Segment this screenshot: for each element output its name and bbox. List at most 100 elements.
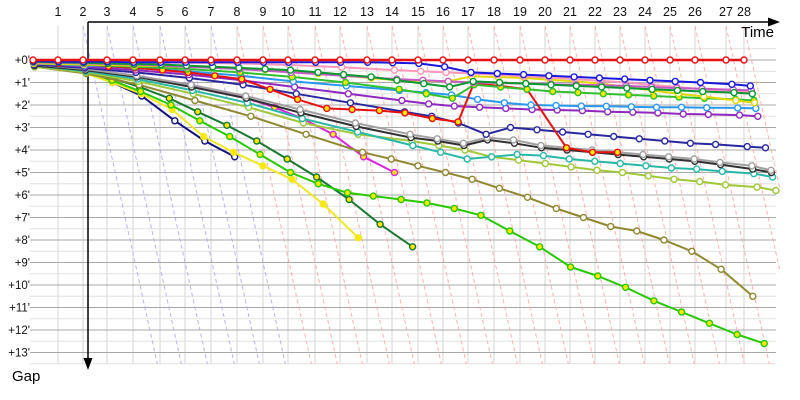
data-point-red-chaser xyxy=(237,75,246,83)
data-point-green xyxy=(648,85,656,94)
data-point-gray xyxy=(187,81,195,89)
data-point-green-2 xyxy=(422,90,430,98)
data-point-bright-green xyxy=(343,189,352,197)
data-point-yellow xyxy=(732,96,740,105)
data-point-yellow-green xyxy=(696,177,704,186)
series-line-teal xyxy=(34,64,773,178)
data-point-dodger-blue xyxy=(703,103,711,112)
data-point-navy xyxy=(506,123,515,132)
y-tick-label: +13' xyxy=(8,348,30,360)
data-point-purple xyxy=(679,110,687,118)
data-point-bright-green xyxy=(423,199,431,207)
series-line-black xyxy=(34,64,772,174)
data-point-teal xyxy=(513,150,521,159)
data-point-blue xyxy=(519,70,528,79)
data-point-bright-green xyxy=(256,150,264,159)
x-tick-label: 21 xyxy=(563,5,577,19)
data-point-navy xyxy=(635,135,643,143)
x-tick-label: 25 xyxy=(663,5,677,19)
data-point-teal xyxy=(436,148,445,157)
data-point-olive xyxy=(358,148,367,157)
data-point-yellow-green xyxy=(593,166,601,175)
series-olive xyxy=(30,63,757,300)
data-point-bright-green xyxy=(621,283,630,291)
data-point-navy xyxy=(584,130,592,139)
data-point-green xyxy=(469,77,477,86)
y-tick-label: +0' xyxy=(15,55,30,67)
data-point-darkgreen-dnf xyxy=(193,108,202,116)
data-point-red-leader xyxy=(414,56,422,64)
data-point-blue xyxy=(545,72,553,80)
data-point-green xyxy=(730,88,738,97)
data-point-purple xyxy=(398,96,406,105)
series-line-navy xyxy=(34,63,766,149)
data-point-bright-green xyxy=(506,227,514,235)
data-point-darkgreen-dnf xyxy=(165,94,174,103)
data-point-gray xyxy=(242,92,250,100)
data-point-olive xyxy=(191,96,199,105)
data-point-purple xyxy=(754,112,762,121)
data-point-red-leader xyxy=(691,56,699,64)
data-point-green xyxy=(623,84,631,92)
data-point-dodger-blue xyxy=(500,99,509,107)
x-tick-label: 6 xyxy=(182,5,189,19)
y-tick-label: +6' xyxy=(15,190,30,202)
y-tick-label: +4' xyxy=(15,145,30,157)
data-point-red-leader xyxy=(29,56,37,64)
series-line-yellow-green xyxy=(34,65,777,192)
data-point-green-2 xyxy=(574,88,582,97)
data-point-blue xyxy=(728,80,736,89)
data-point-blue xyxy=(493,69,501,78)
series-line-green-2 xyxy=(33,62,754,102)
data-point-darkgreen-dnf xyxy=(345,195,353,204)
data-point-gray xyxy=(433,135,441,143)
data-point-yellow-green xyxy=(644,172,652,180)
data-point-red-chaser xyxy=(348,105,356,114)
x-tick-label: 16 xyxy=(436,5,450,19)
data-point-yellow-green xyxy=(541,159,549,168)
series-teal xyxy=(30,61,777,181)
data-point-yellow-green xyxy=(567,163,575,171)
data-point-navy xyxy=(686,139,695,148)
data-point-green xyxy=(495,78,504,87)
data-point-dodger-blue xyxy=(473,95,482,104)
data-point-yellow xyxy=(750,99,759,107)
data-point-yellow-green xyxy=(670,175,678,184)
data-point-teal xyxy=(539,151,548,160)
data-point-teal xyxy=(487,153,496,161)
data-point-olive xyxy=(414,162,422,170)
data-point-red-chaser xyxy=(401,109,409,117)
data-point-navy xyxy=(346,99,355,107)
y-tick-label: +12' xyxy=(8,325,30,337)
data-point-green-2 xyxy=(624,91,633,99)
data-point-dodger-blue xyxy=(552,101,560,110)
data-point-yellow-green xyxy=(772,186,780,195)
data-point-red-leader xyxy=(336,56,344,64)
data-point-red-leader xyxy=(490,56,498,64)
data-point-bright-green xyxy=(650,297,658,305)
data-point-blue xyxy=(746,82,754,90)
time-axis-caption: Time xyxy=(741,24,774,41)
data-point-green xyxy=(393,76,401,85)
data-point-olive xyxy=(688,247,696,256)
data-point-red-leader xyxy=(129,56,137,64)
data-point-purple xyxy=(704,110,712,119)
data-point-red-chaser xyxy=(211,72,219,80)
data-point-dodger-blue xyxy=(527,101,535,109)
x-tick-labels: 1 2 3 4 5 6 7 8 9 10 11 12 13 14 15 16 17 18 19 20 21 22 23 24 2… xyxy=(55,5,751,19)
data-point-red-leader xyxy=(566,56,574,64)
data-point-yellow-green xyxy=(618,168,627,177)
x-tick-label: 24 xyxy=(638,5,652,19)
data-point-bright-green xyxy=(733,330,741,339)
x-tick-label: 10 xyxy=(281,5,295,19)
x-tick-label: 9 xyxy=(260,5,267,19)
axes xyxy=(83,17,780,370)
data-point-bright-green xyxy=(225,132,234,141)
data-point-red-leader xyxy=(363,56,371,64)
series-bright-green xyxy=(30,60,768,348)
data-point-green xyxy=(572,82,580,90)
data-point-red-leader xyxy=(666,56,674,64)
data-point-dodger-blue xyxy=(602,102,610,111)
x-tick-label: 19 xyxy=(513,5,527,19)
data-point-red-chaser xyxy=(613,148,622,157)
